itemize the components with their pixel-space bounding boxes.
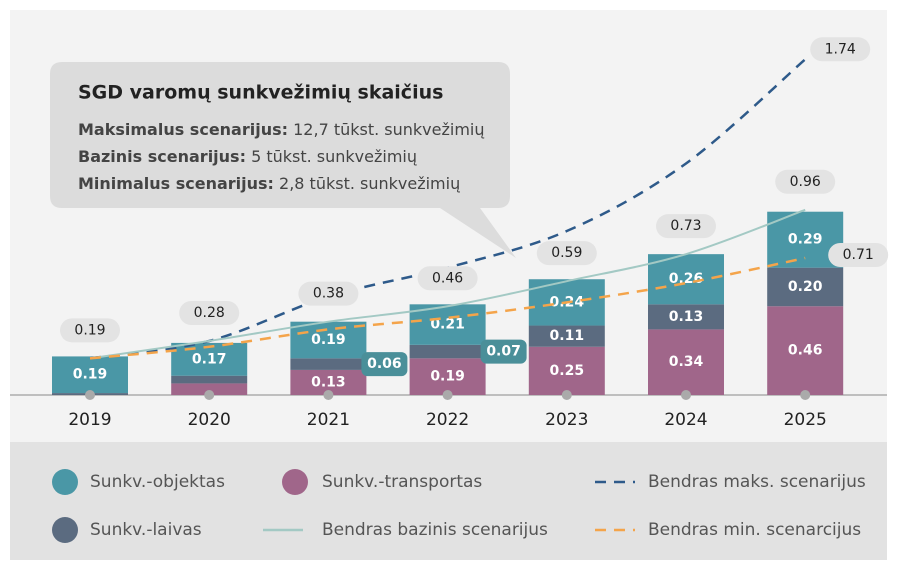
line-value-label: 0.19 xyxy=(74,322,105,338)
x-tick-label: 2019 xyxy=(68,410,111,430)
callout-label: Minimalus scenarijus: xyxy=(78,174,274,193)
callout-text: 12,7 tūkst. sunkvežimių xyxy=(288,120,484,139)
value-pill xyxy=(656,214,716,239)
line-value-label: 0.28 xyxy=(194,305,225,321)
label-box xyxy=(361,352,408,377)
series-line xyxy=(89,208,806,360)
value-pill xyxy=(179,300,240,325)
base-dot xyxy=(323,390,334,400)
line-value-label: 0.73 xyxy=(670,218,701,234)
bar-value-label: 0.26 xyxy=(669,271,704,287)
legend-label: Sunkv.-objektas xyxy=(90,472,225,492)
legend-swatch xyxy=(282,469,308,495)
bar-value-label: 0.11 xyxy=(550,328,585,344)
bar-value-label: 0.25 xyxy=(550,363,585,379)
legend-label: Bendras bazinis scenarijus xyxy=(322,520,548,540)
bar-value-label: 0.29 xyxy=(788,232,823,248)
bar-value-label: 0.13 xyxy=(311,374,346,390)
legend-swatch xyxy=(52,469,78,495)
callout-line: Maksimalus scenarijus: 12,7 tūkst. sunkv… xyxy=(78,120,485,139)
value-pill xyxy=(828,243,889,268)
callout-lines: Maksimalus scenarijus: 12,7 tūkst. sunkv… xyxy=(78,120,485,193)
base-dot xyxy=(204,390,215,400)
value-pill xyxy=(810,37,871,62)
value-pill xyxy=(536,241,597,266)
bar-segment xyxy=(409,358,486,395)
callout-title: SGD varomų sunkvežimių skaičius xyxy=(78,82,443,104)
x-tick-label: 2020 xyxy=(188,410,231,430)
bar-value-label: 0.19 xyxy=(430,369,465,385)
line-value-label: 0.46 xyxy=(432,270,463,286)
legend-swatch xyxy=(52,517,78,543)
bar-segment xyxy=(648,304,724,330)
line-value-label: 1.74 xyxy=(825,41,856,57)
bar-segment xyxy=(171,383,248,395)
callout-text: 5 tūkst. sunkvežimių xyxy=(246,147,417,166)
line-value-label: 0.71 xyxy=(843,247,874,263)
bar-value-label: 0.19 xyxy=(73,367,108,383)
x-tick-label: 2024 xyxy=(664,410,707,430)
value-pill xyxy=(417,266,478,291)
bar-segment xyxy=(767,306,844,395)
legend-background xyxy=(10,442,887,560)
bar-segment xyxy=(409,304,486,345)
value-pill xyxy=(60,318,120,343)
x-tick-label: 2021 xyxy=(307,410,350,430)
line-value-label: 0.59 xyxy=(551,245,582,261)
bar-segment xyxy=(171,375,248,384)
legend-label: Bendras min. scenarcijus xyxy=(648,520,861,540)
bar-value-label: 0.13 xyxy=(669,309,704,325)
bar-segment xyxy=(648,329,724,395)
callout-label: Maksimalus scenarijus: xyxy=(78,120,288,139)
bar-value-label: 0.46 xyxy=(788,343,823,359)
base-dot xyxy=(442,390,453,400)
label-box xyxy=(480,339,527,364)
legend-label: Bendras maks. scenarijus xyxy=(648,472,866,492)
bar-segment xyxy=(528,346,605,395)
callout-line: Bazinis scenarijus: 5 tūkst. sunkvežimių xyxy=(78,147,417,166)
line-value-label: 0.96 xyxy=(790,174,821,190)
callout-text: 2,8 tūkst. sunkvežimių xyxy=(274,174,460,193)
legend-label: Sunkv.-transportas xyxy=(322,472,482,492)
bar-value-label: 0.07 xyxy=(486,344,521,360)
x-tick-label: 2022 xyxy=(426,410,469,430)
series-line xyxy=(89,256,806,360)
base-dot xyxy=(681,390,691,400)
value-pill xyxy=(775,169,836,194)
callout xyxy=(50,62,516,258)
legend-label: Sunkv.-laivas xyxy=(90,520,202,540)
bar-segment xyxy=(290,358,367,370)
line-value-label: 0.38 xyxy=(313,286,344,302)
bar-value-label: 0.21 xyxy=(430,317,465,333)
bar-value-label: 0.19 xyxy=(311,332,346,348)
bar-value-label: 0.20 xyxy=(788,279,823,295)
bar-segment xyxy=(648,254,724,305)
callout-label: Bazinis scenarijus: xyxy=(78,147,246,166)
x-tick-label: 2023 xyxy=(545,410,588,430)
bar-segment xyxy=(767,267,844,307)
bar-value-label: 0.34 xyxy=(669,354,704,370)
bar-segment xyxy=(409,344,486,359)
base-dot xyxy=(85,390,95,400)
bar-segment xyxy=(528,325,605,347)
value-pill xyxy=(298,281,359,306)
bar-value-label: 0.06 xyxy=(367,356,402,372)
x-tick-label: 2025 xyxy=(784,410,827,430)
base-dot xyxy=(561,390,572,400)
base-dot xyxy=(800,390,811,400)
callout-line: Minimalus scenarijus: 2,8 tūkst. sunkvež… xyxy=(78,174,460,193)
bar-value-label: 0.17 xyxy=(192,351,227,367)
bar-segment xyxy=(171,342,248,376)
bar-segment xyxy=(52,356,128,394)
bar-segment xyxy=(290,321,367,359)
